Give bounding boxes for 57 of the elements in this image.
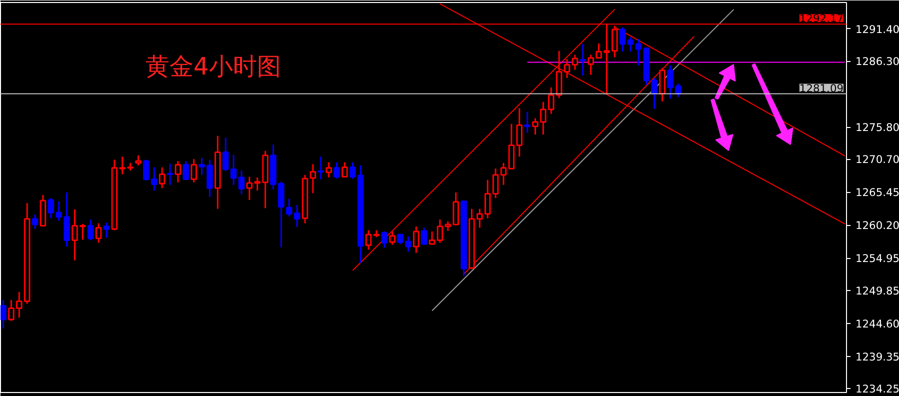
candlestick (389, 230, 396, 246)
candlestick (310, 163, 316, 194)
candlestick (627, 36, 634, 52)
candlestick (222, 136, 229, 172)
candlestick (476, 208, 483, 228)
candlestick (365, 229, 372, 250)
y-tick-label: 1291.40 (856, 22, 899, 36)
y-tick-label: 1275.80 (856, 121, 899, 134)
candlestick (135, 154, 142, 166)
candlestick (492, 168, 499, 199)
text: 黄金4小时图 (146, 52, 281, 80)
candlestick (0, 299, 6, 330)
candlestick (190, 158, 197, 184)
candlestick (659, 67, 666, 102)
candlestick (158, 166, 166, 189)
candlestick (619, 26, 626, 52)
y-tick-label: 1249.85 (856, 284, 899, 298)
ref-line-label: 1281.09 (799, 82, 844, 95)
y-tick-label: 1254.95 (856, 252, 899, 266)
candlestick (95, 222, 102, 244)
candlestick (174, 160, 182, 184)
candlestick (524, 111, 530, 134)
candlestick (635, 38, 642, 66)
candlestick (572, 54, 578, 71)
candlestick (166, 162, 174, 186)
candlestick (420, 226, 428, 246)
candlestick (381, 230, 388, 249)
candlestick (484, 179, 491, 220)
candlestick (182, 160, 190, 181)
candlestick (238, 170, 245, 196)
y-tick-label: 1239.35 (856, 350, 899, 364)
y-tick-label: 1286.30 (856, 55, 899, 68)
y-tick-label: 1270.70 (856, 153, 899, 166)
candlestick (428, 230, 436, 246)
y-tick-label: 1234.25 (856, 382, 899, 396)
candlestick (580, 43, 586, 76)
ref-line-label: 1292.17 (799, 12, 844, 26)
candlestick (342, 162, 348, 178)
y-tick-label: 1265.45 (856, 186, 899, 200)
candlestick (436, 218, 444, 244)
candlestick (500, 162, 507, 186)
candlestick (230, 154, 237, 186)
candlestick (326, 162, 332, 178)
candlestick (318, 156, 324, 180)
candlestick (532, 117, 538, 136)
y-tick-label: 1244.60 (856, 317, 899, 330)
candlestick (103, 222, 110, 239)
candlestick (87, 218, 94, 242)
candlestick (564, 58, 570, 79)
candlestick (540, 101, 546, 136)
candlestick (413, 226, 420, 254)
candlestick (294, 204, 300, 228)
candlestick (334, 162, 340, 180)
candlestick (32, 214, 38, 230)
candlestick (286, 198, 292, 218)
y-tick-label: 1260.20 (856, 219, 899, 232)
candlestick (64, 192, 70, 248)
